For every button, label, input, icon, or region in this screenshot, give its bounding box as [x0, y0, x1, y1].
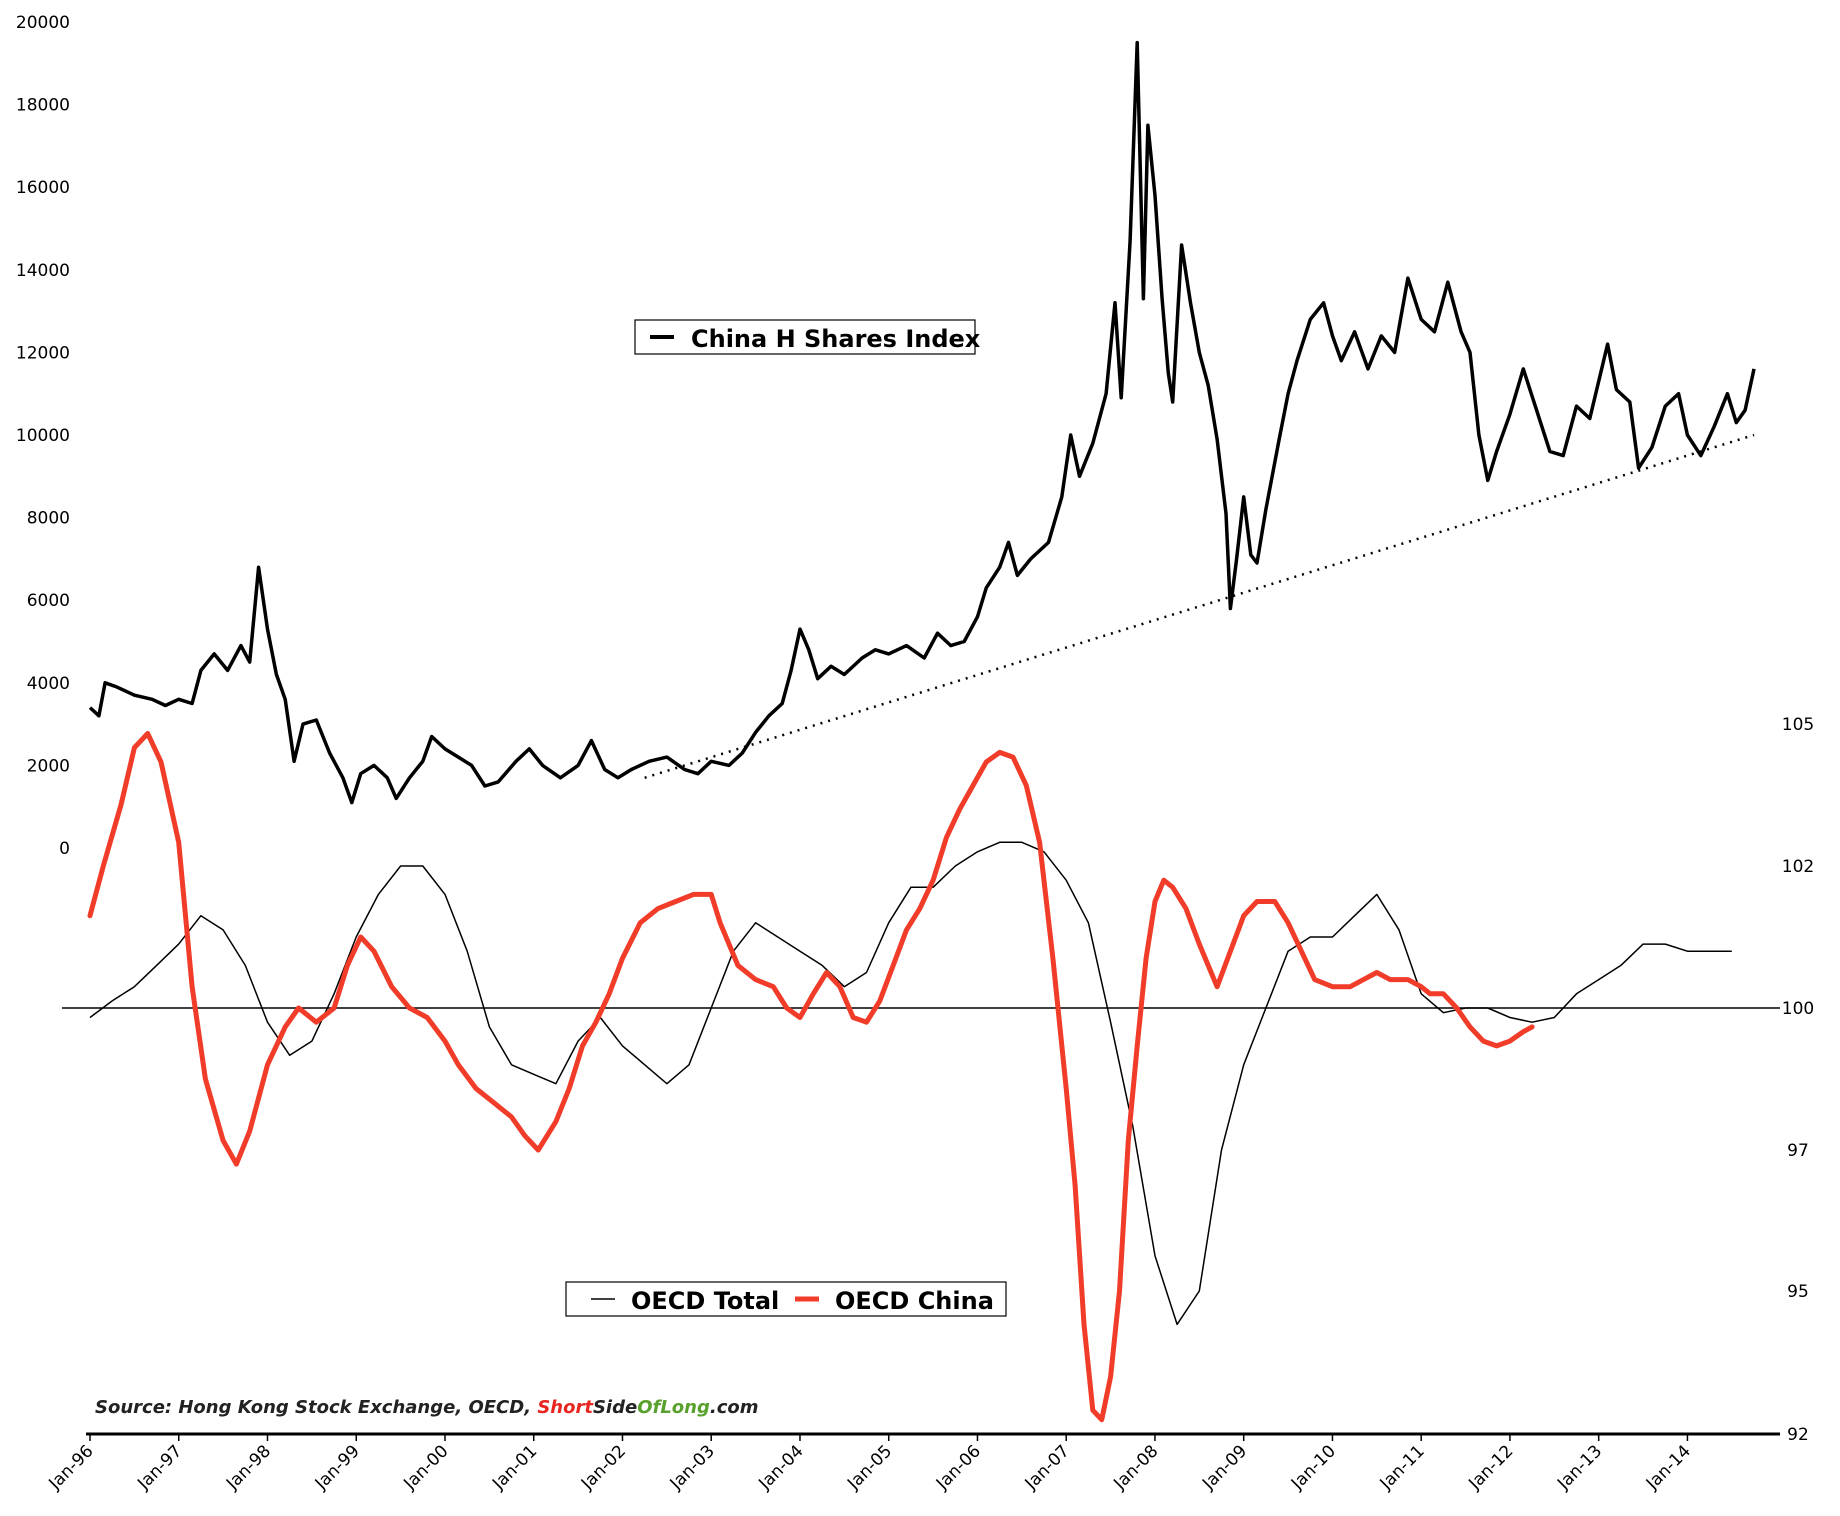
right-axis-tick-label: 92	[1787, 1425, 1809, 1445]
left-axis-tick-label: 10000	[16, 426, 70, 446]
x-axis-tick-label: Jan-06	[932, 1441, 985, 1494]
oecd-total-line	[89, 841, 1732, 1326]
left-axis-tick-label: 6000	[27, 591, 70, 611]
legend-label-oecd-china: OECD China	[835, 1287, 994, 1315]
x-axis-tick-label: Jan-05	[843, 1441, 896, 1494]
x-axis-tick-label: Jan-97	[133, 1441, 186, 1494]
right-axis-tick-label: 95	[1787, 1282, 1809, 1302]
x-axis-tick-label: Jan-02	[577, 1441, 630, 1494]
x-axis-tick-label: Jan-99	[311, 1441, 364, 1494]
left-axis-tick-label: 14000	[16, 261, 70, 281]
x-axis-tick-label: Jan-00	[400, 1441, 453, 1494]
right-axis-tick-label: 100	[1782, 999, 1814, 1019]
x-axis: Jan-96 Jan-97 Jan-98 Jan-99 Jan-00 Jan-01 Jan-…	[45, 1434, 1695, 1494]
support-trendline	[644, 433, 1755, 779]
left-axis-tick-label: 18000	[16, 96, 70, 116]
left-axis: 0 2000 4000 6000 8000 10000 12000 14000 16000 180…	[16, 13, 70, 859]
x-axis-tick-label: Jan-01	[488, 1441, 541, 1494]
x-axis-tick-label: Jan-14	[1642, 1441, 1695, 1494]
left-axis-tick-label: 2000	[27, 756, 70, 776]
legend-label-china-h-shares: China H Shares Index	[691, 325, 981, 353]
right-axis-tick-label: 102	[1782, 857, 1814, 877]
source-brand-side: Side	[593, 1397, 637, 1418]
left-axis-tick-label: 4000	[27, 674, 70, 694]
x-axis-tick-label: Jan-04	[754, 1441, 807, 1494]
right-axis: 92 95 97 100 102 105	[1782, 715, 1814, 1445]
right-axis-tick-label: 97	[1787, 1141, 1809, 1161]
legend-top: China H Shares Index	[634, 319, 981, 355]
left-axis-tick-label: 20000	[16, 13, 70, 33]
x-axis-tick-label: Jan-11	[1376, 1441, 1429, 1494]
source-brand-of: Of	[637, 1397, 662, 1418]
source-brand-short: Short	[537, 1397, 594, 1418]
source-prefix: Source: Hong Kong Stock Exchange, OECD,	[95, 1397, 537, 1418]
x-axis-tick-label: Jan-12	[1464, 1441, 1517, 1494]
source-brand-long: Long	[660, 1397, 710, 1418]
source-brand-com: .com	[710, 1397, 759, 1418]
x-axis-tick-label: Jan-98	[222, 1441, 275, 1494]
legend-label-oecd-total: OECD Total	[631, 1287, 779, 1315]
x-axis-tick-label: Jan-13	[1553, 1441, 1606, 1494]
x-axis-tick-label: Jan-03	[666, 1441, 719, 1494]
legend-top-box	[634, 319, 976, 355]
left-axis-tick-label: 0	[59, 839, 70, 859]
left-axis-tick-label: 12000	[16, 343, 70, 363]
right-axis-tick-label: 105	[1782, 715, 1814, 735]
x-axis-tick-label: Jan-10	[1287, 1441, 1340, 1494]
left-axis-tick-label: 16000	[16, 178, 70, 198]
x-axis-tick-label: Jan-07	[1021, 1441, 1074, 1494]
x-axis-tick-label: Jan-09	[1198, 1441, 1251, 1494]
legend-bottom: OECD Total OECD China	[565, 1281, 1007, 1317]
x-axis-tick-label: Jan-96	[45, 1441, 98, 1494]
left-axis-tick-label: 8000	[27, 509, 70, 529]
china-h-shares-line	[88, 40, 1756, 805]
source-note: Source: Hong Kong Stock Exchange, OECD, …	[95, 1397, 759, 1418]
oecd-china-line	[87, 731, 1535, 1423]
x-axis-tick-label: Jan-08	[1109, 1441, 1162, 1494]
legend-bottom-box	[565, 1281, 1007, 1317]
